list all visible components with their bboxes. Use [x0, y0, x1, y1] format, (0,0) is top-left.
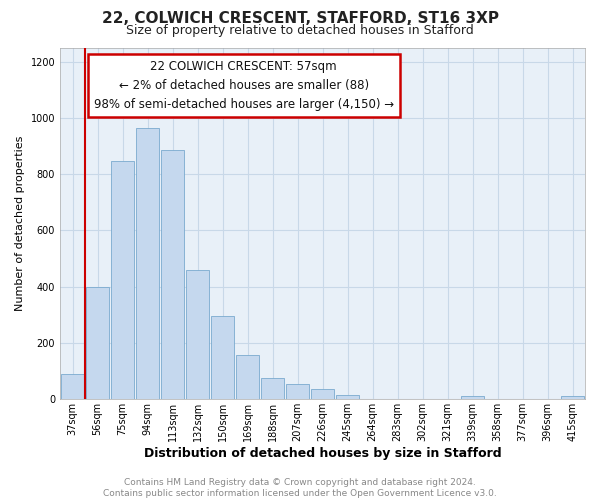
X-axis label: Distribution of detached houses by size in Stafford: Distribution of detached houses by size … — [144, 447, 502, 460]
Bar — [211, 316, 235, 400]
Bar — [461, 396, 484, 400]
Bar — [335, 395, 359, 400]
Y-axis label: Number of detached properties: Number of detached properties — [15, 136, 25, 311]
Bar — [236, 355, 259, 400]
Bar — [185, 270, 209, 400]
Bar — [560, 396, 584, 400]
Bar — [161, 150, 184, 400]
Text: 22 COLWICH CRESCENT: 57sqm
← 2% of detached houses are smaller (88)
98% of semi-: 22 COLWICH CRESCENT: 57sqm ← 2% of detac… — [94, 60, 394, 111]
Text: Size of property relative to detached houses in Stafford: Size of property relative to detached ho… — [126, 24, 474, 37]
Bar — [61, 374, 85, 400]
Bar — [260, 378, 284, 400]
Text: Contains HM Land Registry data © Crown copyright and database right 2024.
Contai: Contains HM Land Registry data © Crown c… — [103, 478, 497, 498]
Bar — [110, 160, 134, 400]
Bar — [286, 384, 310, 400]
Bar — [136, 128, 160, 400]
Bar — [311, 390, 334, 400]
Bar — [86, 286, 109, 400]
Text: 22, COLWICH CRESCENT, STAFFORD, ST16 3XP: 22, COLWICH CRESCENT, STAFFORD, ST16 3XP — [101, 11, 499, 26]
